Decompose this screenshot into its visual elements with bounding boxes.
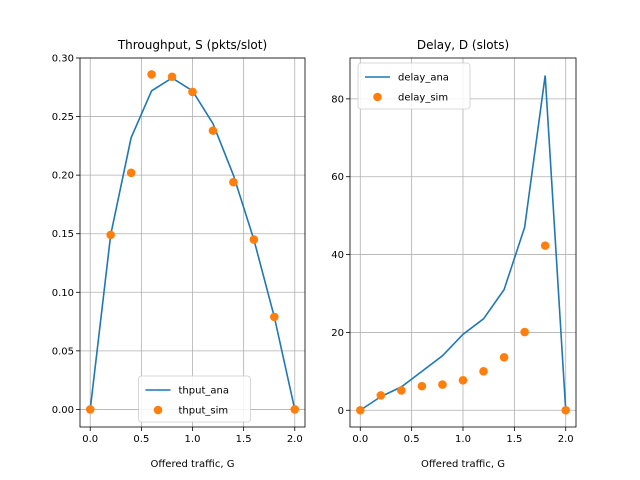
delay_ana-line <box>359 75 567 411</box>
throughput-y-tick-label: 0.05 <box>52 346 74 357</box>
thput_sim-point <box>167 72 177 82</box>
throughput-x-tick-label: 1.5 <box>236 434 252 445</box>
delay-x-tick-label: 0.5 <box>404 434 420 445</box>
delay_sim-point <box>540 241 550 250</box>
thput_sim-legend-label: thput_sim <box>179 406 229 417</box>
throughput-y-tick-label: 0.00 <box>52 405 74 416</box>
delay_sim-point <box>376 391 386 400</box>
delay-chart-title: Delay, D (slots) <box>417 38 509 52</box>
throughput-legend: thput_ana thput_sim <box>138 375 251 423</box>
throughput-x-tick-label: 0.5 <box>133 434 149 445</box>
delay_sim-point <box>458 375 468 385</box>
delay-y-tick-label: 0 <box>338 406 344 417</box>
delay-x-tick-label: 1.0 <box>455 434 471 445</box>
delay-x-tick-label: 0.0 <box>352 434 368 445</box>
thput_sim-point <box>126 168 136 178</box>
delay_sim-point <box>355 405 365 415</box>
thput_sim-point <box>106 230 115 240</box>
throughput-y-tick-label: 0.25 <box>52 112 74 123</box>
thput_ana-legend-label: thput_ana <box>179 386 229 397</box>
delay_sim-legend-label: delay_sim <box>398 93 448 104</box>
delay_ana-legend-label: delay_ana <box>398 73 449 84</box>
delay_sim-point <box>561 405 571 415</box>
delay-legend: delay_ana delay_sim <box>357 62 471 110</box>
throughput-x-axis-label: Offered traffic, G <box>151 459 235 470</box>
throughput-x-tick-label: 1.0 <box>185 434 201 445</box>
throughput-legend-box <box>138 375 251 423</box>
delay-y-tick-label: 20 <box>331 328 344 339</box>
throughput-chart-title: Throughput, S (pkts/slot) <box>117 38 267 52</box>
throughput-y-tick-label: 0.30 <box>52 54 74 65</box>
delay-x-tick-label: 2.0 <box>558 434 574 445</box>
delay_sim-point <box>397 386 406 395</box>
delay_sim-point <box>499 353 509 362</box>
delay-chart: 0.0 0.5 1.0 1.5 2.0 0 20 40 60 80 Delay, D (slots… <box>331 38 577 470</box>
throughput-x-tick-label: 2.0 <box>287 434 303 445</box>
delay-y-tick-label: 60 <box>331 172 344 183</box>
throughput-y-tick-label: 0.20 <box>52 171 74 182</box>
delay_sim-point <box>438 380 447 389</box>
delay-x-tick-label: 1.5 <box>506 434 522 445</box>
thput_sim-point <box>270 312 279 322</box>
thput_sim-point <box>85 405 95 414</box>
thput_sim-point <box>249 235 259 244</box>
throughput-y-tick-label: 0.10 <box>52 288 74 299</box>
delay-y-tick-label: 40 <box>331 250 344 261</box>
delay-x-axis-label: Offered traffic, G <box>421 459 505 470</box>
delay-y-tick-label: 80 <box>331 94 344 105</box>
throughput-chart: 0.0 0.5 1.0 1.5 2.0 0.00 0.05 0.10 0.15 0.20 0.25 0… <box>52 38 306 470</box>
throughput-x-tick-label: 0.0 <box>82 434 98 445</box>
delay_sim-point <box>520 327 529 337</box>
thput_sim-legend-swatch <box>153 405 163 415</box>
thput_sim-point <box>188 87 197 97</box>
thput_sim-point <box>290 405 300 414</box>
thput_sim-point <box>208 126 218 135</box>
delay-legend-box <box>357 62 471 110</box>
delay_sim-legend-swatch <box>373 92 382 102</box>
thput_sim-point <box>229 177 238 187</box>
throughput-y-tick-label: 0.15 <box>52 229 74 240</box>
delay_sim-point <box>417 381 427 391</box>
delay_sim-point <box>479 367 488 376</box>
thput_sim-point <box>147 70 156 79</box>
